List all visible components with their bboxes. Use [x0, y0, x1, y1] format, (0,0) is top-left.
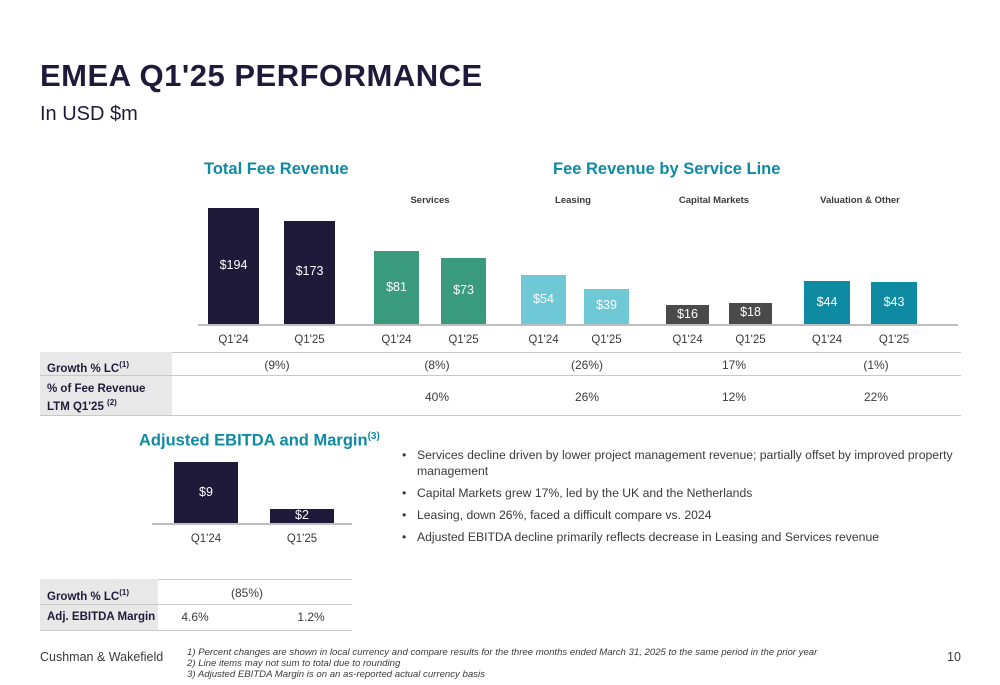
ebitda-data-label: $2: [295, 508, 309, 523]
table-label-column: [40, 352, 172, 415]
leasing-bar: [521, 275, 566, 324]
ebitda-chart-baseline: [152, 523, 352, 525]
capital-markets-data-label: $16: [677, 306, 698, 321]
footer-company: Cushman & Wakefield: [40, 650, 164, 664]
page-title: EMEA Q1'25 PERFORMANCE: [40, 58, 483, 93]
valuation-subheading: Valuation & Other: [820, 195, 900, 206]
ebitda-bar: [174, 462, 238, 523]
commentary-item: Capital Markets grew 17%, led by the UK …: [400, 485, 960, 501]
ebitda-growth-label: Growth % LC(1): [47, 588, 129, 603]
growth-capital-markets: 17%: [721, 358, 747, 372]
commentary-item: Services decline driven by lower project…: [400, 447, 960, 479]
total-fee-revenue-tick-label: Q1'24: [218, 334, 249, 346]
valuation-tick-label: Q1'24: [811, 334, 843, 346]
ebitda-tick-label: Q1'24: [190, 533, 222, 545]
service-line-heading: Fee Revenue by Service Line: [553, 160, 781, 178]
ebitda-heading: Adjusted EBITDA and Margin(3): [139, 431, 380, 450]
commentary-item: Leasing, down 26%, faced a difficult com…: [400, 507, 960, 523]
services-subheading: Services: [410, 195, 450, 206]
leasing-tick-label: Q1'24: [528, 334, 559, 346]
pct-valuation: 22%: [863, 390, 889, 404]
total-fee-revenue-data-label: $194: [219, 258, 248, 272]
growth-leasing: (26%): [570, 358, 603, 372]
pct-capital-markets: 12%: [721, 390, 747, 404]
table-bottom-rule: [40, 415, 961, 416]
table-top-rule: [40, 352, 961, 353]
footnote: 1) Percent changes are shown in local cu…: [187, 647, 818, 658]
total-fee-revenue-heading: Total Fee Revenue: [204, 160, 349, 178]
total-fee-revenue-tick-label: Q1'25: [294, 334, 325, 346]
ebitda-tick-label: Q1'25: [286, 533, 318, 545]
growth-row-label: Growth % LC(1): [47, 360, 129, 375]
ebitda-margin-q125: 1.2%: [297, 610, 325, 624]
valuation-bar: [871, 281, 917, 324]
capital-markets-subheading: Capital Markets: [678, 195, 750, 206]
services-bar: [441, 258, 486, 324]
growth-services: (8%): [424, 358, 450, 372]
growth-valuation: (1%): [863, 358, 889, 372]
services-data-label: $73: [453, 283, 474, 298]
commentary-item: Adjusted EBITDA decline primarily reflec…: [400, 529, 960, 545]
ebitda-table-row-rule: [40, 604, 352, 605]
capital-markets-tick-label: Q1'24: [672, 334, 703, 346]
valuation-data-label: $43: [883, 294, 905, 309]
capital-markets-bar: [666, 305, 709, 324]
valuation-data-label: $44: [816, 294, 838, 309]
services-bar: [374, 251, 419, 324]
leasing-data-label: $39: [596, 298, 617, 313]
leasing-bar: [584, 288, 629, 324]
leasing-data-label: $54: [533, 291, 554, 306]
capital-markets-bar: [729, 302, 772, 324]
footnote: 2) Line items may not sum to total due t…: [187, 658, 401, 669]
pct-fee-row-label: % of Fee Revenue LTM Q1'25 (2): [47, 383, 146, 413]
page-subtitle: In USD $m: [40, 103, 138, 125]
capital-markets-data-label: $18: [740, 305, 761, 320]
total-fee-revenue-data-label: $173: [295, 264, 324, 279]
ebitda-margin-label: Adj. EBITDA Margin: [47, 611, 156, 623]
growth-total: (9%): [264, 358, 290, 372]
ebitda-table-top-rule: [40, 579, 352, 580]
leasing-subheading: Leasing: [555, 195, 591, 206]
capital-markets-tick-label: Q1'25: [735, 334, 766, 346]
valuation-tick-label: Q1'25: [878, 334, 910, 346]
commentary-list: Services decline driven by lower project…: [400, 447, 960, 551]
footnote: 3) Adjusted EBITDA Margin is on an as-re…: [187, 669, 485, 680]
valuation-bar: [804, 281, 850, 324]
leasing-tick-label: Q1'25: [591, 334, 622, 346]
pct-services: 40%: [424, 390, 450, 404]
page-number: 10: [947, 650, 961, 664]
services-data-label: $81: [386, 279, 407, 294]
ebitda-growth-value: (85%): [230, 586, 263, 600]
services-tick-label: Q1'24: [381, 334, 412, 346]
ebitda-bar: [270, 509, 334, 523]
chart-baseline: [198, 324, 958, 326]
total-fee-revenue-bar: [284, 220, 335, 324]
table-row-rule: [40, 375, 961, 376]
pct-leasing: 26%: [574, 390, 600, 404]
ebitda-margin-q124: 4.6%: [181, 610, 209, 624]
total-fee-revenue-bar: [208, 208, 259, 324]
services-tick-label: Q1'25: [448, 334, 479, 346]
ebitda-data-label: $9: [199, 484, 213, 499]
ebitda-table-bottom-rule: [40, 630, 352, 631]
